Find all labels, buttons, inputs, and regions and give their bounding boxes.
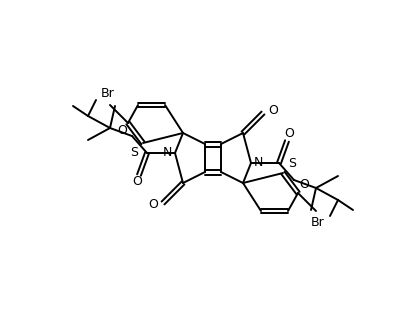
Text: Br: Br [310,216,324,229]
Text: O: O [298,179,308,192]
Text: O: O [283,127,293,140]
Text: O: O [148,198,157,211]
Text: N: N [162,147,172,160]
Text: O: O [117,125,127,138]
Text: S: S [130,146,138,159]
Text: O: O [132,175,142,188]
Text: O: O [267,104,277,117]
Text: N: N [254,157,263,170]
Text: Br: Br [101,87,115,100]
Text: S: S [287,157,295,170]
